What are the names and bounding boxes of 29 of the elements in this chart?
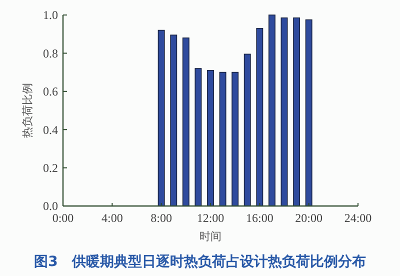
bar — [268, 14, 276, 206]
y-tick-label: 0.2 — [43, 161, 58, 175]
x-tick-label: 16:00 — [246, 211, 274, 225]
bar — [280, 17, 288, 206]
bar — [305, 19, 312, 206]
y-tick-label: 0.8 — [43, 46, 58, 60]
bar — [182, 38, 190, 206]
y-tick-label: 0.0 — [43, 199, 58, 214]
bar — [219, 72, 226, 206]
bar — [194, 68, 202, 206]
x-tick-label: 4:00 — [101, 211, 123, 225]
y-tick-label: 0.4 — [43, 122, 58, 137]
x-tick-label: 8:00 — [150, 211, 172, 225]
bar — [158, 30, 165, 206]
bar — [244, 54, 251, 206]
y-axis-title: 热负荷比例 — [20, 83, 34, 138]
y-tick-label: 1.0 — [43, 8, 58, 22]
bar — [293, 17, 300, 206]
x-tick-label: 0:00 — [52, 211, 74, 225]
y-tick-label: 0.6 — [43, 84, 58, 99]
x-tick-label: 20:00 — [295, 211, 323, 225]
bar — [232, 72, 239, 206]
bar — [170, 34, 178, 206]
x-tick-label: 24:00 — [344, 211, 372, 225]
x-axis-title: 时间 — [200, 230, 222, 243]
text: 图3 供暖期典型日逐时热负荷占设计热负荷比例分布 — [34, 253, 366, 270]
bar — [256, 28, 264, 206]
x-tick-label: 12:00 — [196, 211, 224, 225]
bar — [207, 70, 214, 206]
